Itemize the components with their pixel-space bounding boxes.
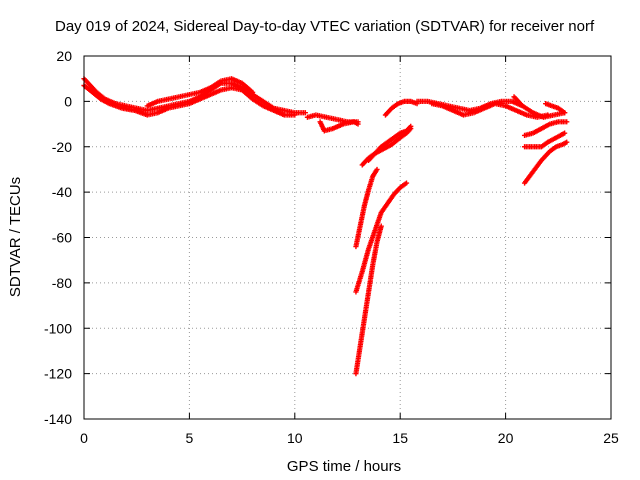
y-tick-label: -20 xyxy=(52,139,72,155)
data-point-marker xyxy=(564,119,570,125)
x-tick-label: 15 xyxy=(392,430,408,446)
data-series xyxy=(429,101,551,120)
data-points xyxy=(81,76,570,377)
data-series xyxy=(144,76,256,109)
data-series xyxy=(543,101,568,116)
data-point-marker xyxy=(519,103,526,109)
data-series xyxy=(353,166,380,250)
data-point-marker xyxy=(403,180,410,186)
data-series xyxy=(511,94,526,109)
data-series xyxy=(81,82,298,118)
x-tick-label: 10 xyxy=(287,430,303,446)
y-tick-label: -80 xyxy=(52,275,72,291)
data-series xyxy=(521,139,570,186)
data-series xyxy=(382,98,420,118)
x-tick-label: 0 xyxy=(80,430,88,446)
data-point-marker xyxy=(545,112,551,118)
y-tick-label: 0 xyxy=(64,93,72,109)
y-tick-label: -60 xyxy=(52,230,72,246)
data-series xyxy=(521,119,570,139)
data-series xyxy=(353,180,410,295)
chart-title: Day 019 of 2024, Sidereal Day-to-day VTE… xyxy=(55,18,595,35)
data-series xyxy=(365,123,414,163)
data-point-marker xyxy=(562,130,568,136)
data-point-marker xyxy=(250,89,256,95)
x-tick-label: 20 xyxy=(498,430,514,446)
data-point-marker xyxy=(355,121,361,127)
y-tick-label: -40 xyxy=(52,184,72,200)
x-tick-label: 5 xyxy=(186,430,194,446)
data-series xyxy=(521,130,568,150)
data-point-marker xyxy=(374,166,380,173)
data-point-marker xyxy=(302,110,308,116)
y-tick-label: -120 xyxy=(44,366,72,382)
data-point-marker xyxy=(408,123,414,129)
data-point-marker xyxy=(378,223,384,229)
x-tick-label: 25 xyxy=(603,430,619,446)
data-series xyxy=(353,223,384,377)
data-point-marker xyxy=(564,139,570,145)
x-axis-label: GPS time / hours xyxy=(287,458,401,475)
y-tick-label: -100 xyxy=(44,320,72,336)
y-tick-label: -140 xyxy=(44,411,72,427)
axis-ticks: 0 5 10 15 20 25 -140 -120 -100 -80 -60 -40 -20 0 20 xyxy=(44,48,619,446)
y-axis-label: SDTVAR / TECUs xyxy=(7,177,24,297)
data-point-marker xyxy=(292,112,298,118)
data-series xyxy=(317,119,361,134)
y-tick-label: 20 xyxy=(56,48,72,64)
data-point-marker xyxy=(562,110,568,116)
